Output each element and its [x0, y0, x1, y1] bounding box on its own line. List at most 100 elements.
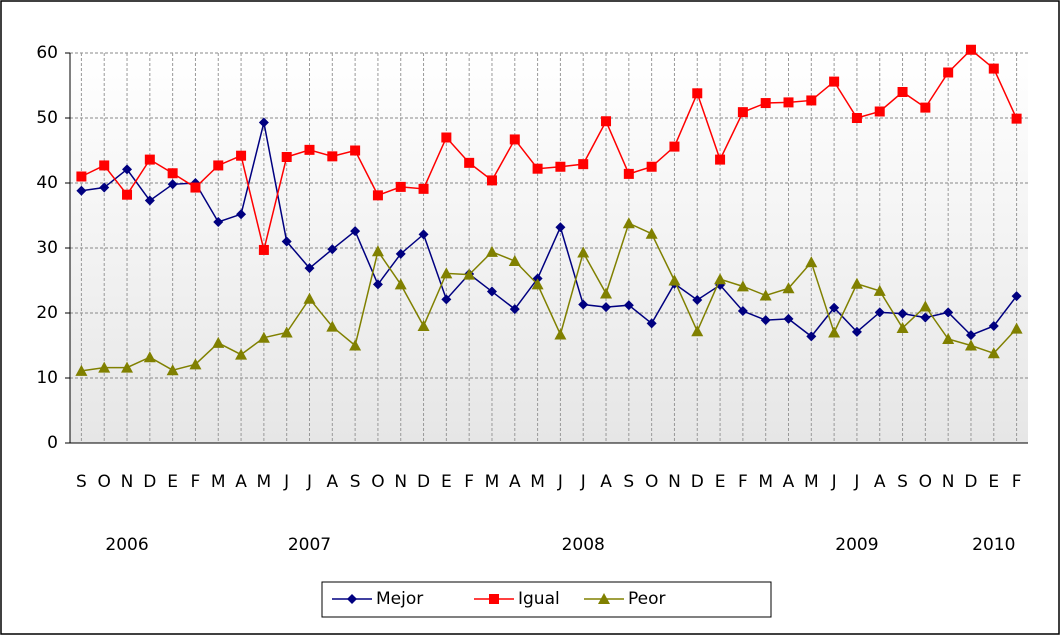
legend-label: Igual — [518, 589, 560, 609]
x-tick-label: J — [306, 472, 312, 492]
marker — [489, 594, 499, 604]
marker — [919, 300, 932, 312]
x-tick-label: S — [897, 472, 908, 492]
marker — [692, 88, 703, 99]
x-tick-label: J — [853, 472, 859, 492]
marker — [1010, 322, 1023, 334]
marker — [736, 280, 749, 292]
marker — [486, 286, 497, 297]
x-tick-label: D — [964, 472, 977, 492]
marker — [965, 330, 976, 341]
marker — [691, 325, 704, 337]
marker — [783, 97, 794, 108]
x-tick-label: N — [121, 472, 134, 492]
x-tick-label: A — [783, 472, 795, 492]
marker — [874, 106, 885, 117]
marker — [441, 132, 452, 143]
plot-area — [70, 53, 1028, 443]
x-tick-label: S — [350, 472, 361, 492]
marker — [485, 245, 498, 257]
marker — [987, 347, 1000, 359]
marker — [122, 189, 133, 200]
marker — [715, 154, 726, 165]
marker — [372, 190, 383, 201]
marker — [1011, 113, 1022, 124]
x-tick-label: D — [143, 472, 156, 492]
marker — [236, 150, 247, 161]
x-tick-label: D — [691, 472, 704, 492]
x-tick-label: A — [600, 472, 612, 492]
marker — [441, 294, 452, 305]
marker — [896, 321, 909, 333]
x-tick-label: F — [738, 472, 748, 492]
x-tick-label: F — [1012, 472, 1022, 492]
marker — [143, 351, 156, 363]
marker — [806, 95, 817, 106]
x-tick-label: M — [257, 472, 272, 492]
marker — [394, 278, 407, 290]
marker — [554, 328, 567, 340]
marker — [601, 116, 612, 127]
marker — [828, 326, 841, 338]
marker — [121, 361, 134, 373]
x-tick-label: M — [530, 472, 545, 492]
x-tick-label: N — [394, 472, 407, 492]
marker — [304, 263, 315, 274]
marker — [167, 168, 178, 179]
marker — [395, 248, 406, 259]
year-label: 2009 — [835, 535, 878, 555]
x-tick-label: J — [283, 472, 289, 492]
marker — [965, 44, 976, 55]
marker — [897, 308, 908, 319]
marker — [166, 364, 179, 376]
marker — [347, 594, 357, 604]
y-tick-label: 60 — [36, 43, 58, 63]
marker — [213, 217, 224, 227]
marker — [508, 255, 521, 266]
marker — [737, 107, 748, 118]
x-tick-label: A — [509, 472, 521, 492]
marker — [167, 179, 178, 190]
y-tick-label: 20 — [36, 303, 58, 323]
x-tick-label: O — [645, 472, 658, 492]
marker — [942, 333, 955, 344]
marker — [281, 236, 292, 247]
marker — [257, 331, 270, 343]
marker — [75, 364, 88, 376]
x-tick-label: A — [326, 472, 338, 492]
x-tick-label: O — [98, 472, 111, 492]
x-tick-label: E — [441, 472, 452, 492]
marker — [920, 312, 931, 323]
marker — [988, 321, 999, 331]
marker — [144, 195, 155, 206]
marker — [782, 282, 795, 294]
x-tick-label: O — [919, 472, 932, 492]
marker — [212, 336, 225, 348]
marker — [645, 227, 658, 239]
y-tick-label: 40 — [36, 173, 58, 193]
marker — [692, 295, 703, 305]
marker — [874, 307, 885, 318]
marker — [737, 306, 748, 317]
x-tick-label: F — [464, 472, 474, 492]
marker — [280, 326, 293, 338]
marker — [213, 160, 224, 171]
marker — [304, 144, 315, 155]
marker — [555, 161, 566, 172]
marker — [760, 315, 771, 326]
marker — [851, 113, 862, 123]
marker — [464, 157, 475, 168]
x-tick-label: F — [191, 472, 201, 492]
marker — [897, 87, 908, 97]
marker — [806, 331, 817, 342]
marker — [463, 268, 476, 280]
marker — [829, 76, 840, 87]
y-tick-label: 50 — [36, 108, 58, 128]
marker — [805, 256, 818, 268]
marker — [943, 307, 954, 318]
marker — [623, 300, 634, 311]
marker — [303, 292, 316, 304]
legend-label: Mejor — [376, 589, 423, 609]
marker — [76, 171, 87, 182]
x-tick-label: O — [371, 472, 384, 492]
